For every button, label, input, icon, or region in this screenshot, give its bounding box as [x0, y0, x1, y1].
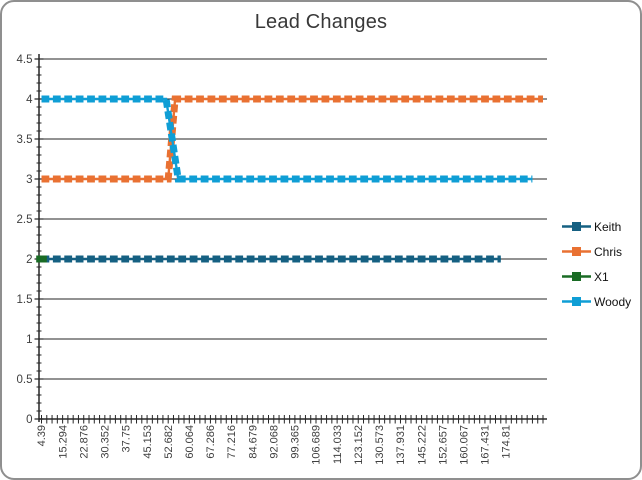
legend-item-chris: Chris [561, 239, 640, 264]
y-axis-label: 3.5 [17, 134, 33, 146]
legend-item-woody: Woody [561, 289, 640, 314]
y-axis-label: 0 [26, 414, 32, 426]
x-axis-label: 77.216 [226, 425, 238, 459]
legend-item-x1: X1 [561, 264, 640, 289]
legend-marker-line-icon [562, 247, 591, 256]
x-axis-label: 152.657 [437, 425, 449, 465]
chart-title: Lead Changes [254, 11, 388, 33]
y-axis-label: 0.5 [17, 374, 33, 386]
y-axis-label: 3 [26, 174, 32, 186]
y-axis-label: 1.5 [17, 294, 33, 306]
x-axis-label: 60.064 [184, 425, 196, 459]
x-axis-label: 123.152 [353, 425, 365, 465]
x-axis-label: 45.153 [142, 425, 154, 459]
legend-marker-line-icon [562, 297, 591, 306]
series-x1-marker [36, 255, 47, 263]
x-axis-label: 145.222 [416, 425, 428, 465]
x-axis-label: 130.573 [374, 425, 386, 465]
x-axis-label: 106.689 [311, 425, 323, 465]
x-axis-label: 92.068 [268, 425, 280, 459]
x-axis-label: 30.352 [100, 425, 112, 459]
x-axis-label: 114.033 [332, 425, 344, 464]
x-axis-label: 15.294 [57, 425, 69, 459]
legend-item-keith: Keith [561, 214, 640, 239]
x-axis-label: 160.067 [459, 425, 471, 465]
legend-marker-line-icon [562, 222, 591, 231]
y-axis-label: 4.5 [17, 54, 33, 66]
x-axis-label: 84.679 [247, 425, 259, 459]
x-axis-label: 37.75 [121, 425, 133, 453]
legend-label: Keith [594, 219, 622, 234]
legend-label: X1 [594, 269, 609, 284]
legend: Keith Chris X1 Woody [561, 214, 640, 314]
y-axis-label: 4 [26, 94, 33, 106]
legend-label: Woody [594, 294, 632, 309]
x-axis-label: 167.431 [480, 425, 492, 465]
x-axis-label: 22.876 [78, 425, 90, 459]
y-axis-label: 2 [26, 254, 32, 266]
x-axis-label: 67.286 [205, 425, 217, 459]
series-woody-markers [41, 95, 533, 183]
x-axis-label: 174.81 [501, 425, 513, 459]
x-axis-label: 137.931 [395, 425, 407, 465]
y-axis-label: 1 [26, 334, 32, 346]
legend-label: Chris [594, 244, 623, 259]
legend-marker-line-icon [562, 272, 591, 281]
x-axis-label: 99.365 [290, 425, 302, 459]
y-axis-label: 2.5 [17, 214, 33, 226]
x-axis-label: 4.39 [36, 425, 48, 446]
x-axis-label: 52.682 [163, 425, 175, 459]
